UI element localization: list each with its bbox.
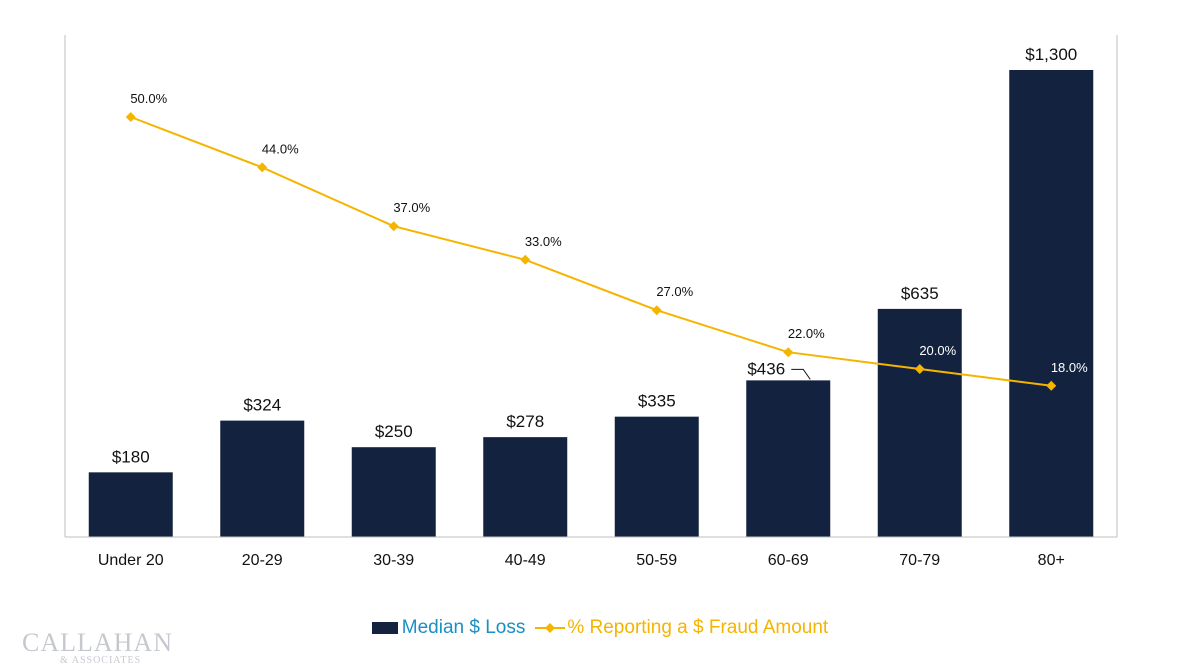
bar-6 (877, 308, 962, 537)
line-value-label-0: 50.0% (130, 91, 167, 106)
line-marker-6 (914, 364, 925, 374)
legend-item-line[interactable]: % Reporting a $ Fraud Amount (535, 617, 828, 639)
line-value-label-6: 20.0% (919, 343, 956, 358)
line-value-label-5: 22.0% (788, 326, 825, 341)
bar-3 (483, 437, 568, 537)
combo-chart: $180 $324 $250 $278 $335 $436 $635 $1,300 50.0% 4… (64, 35, 1118, 569)
bar-0 (88, 472, 173, 537)
line-marker-7 (1046, 380, 1057, 391)
brand-name: CALLAHAN (22, 628, 173, 657)
line-layer (125, 112, 1057, 391)
bar-label-leader-5 (791, 368, 811, 380)
line-value-label-2: 37.0% (393, 200, 430, 215)
x-tick-label-4: 50-59 (636, 552, 677, 569)
bar-1 (220, 420, 305, 537)
bar-2 (351, 447, 436, 537)
brand-sub: & ASSOCIATES (60, 655, 142, 666)
line-series-path (130, 116, 1052, 387)
x-tick-label-6: 70-79 (899, 552, 940, 569)
bar-value-label-5: $436 (747, 359, 785, 378)
x-tick-label-1: 20-29 (242, 552, 283, 569)
line-marker-1 (257, 162, 268, 173)
bar-7 (1009, 70, 1094, 537)
legend-line-swatch (535, 623, 566, 633)
legend-line-label: % Reporting a $ Fraud Amount (567, 617, 829, 638)
legend-bar-label: Median $ Loss (401, 617, 526, 638)
bar-5 (746, 380, 831, 537)
axis-layer (64, 35, 1118, 538)
line-marker-5 (783, 347, 794, 358)
bar-value-label-2: $250 (375, 422, 413, 441)
line-marker-2 (388, 221, 399, 232)
line-value-label-1: 44.0% (262, 141, 299, 156)
x-tick-label-5: 60-69 (768, 552, 809, 569)
bar-4 (614, 416, 699, 537)
line-marker-0 (125, 112, 136, 122)
x-tick-label-3: 40-49 (505, 552, 546, 569)
bar-value-label-1: $324 (243, 396, 281, 415)
bar-value-label-4: $335 (638, 392, 676, 411)
x-tick-label-7: 80+ (1038, 552, 1065, 569)
labels-layer: $180 $324 $250 $278 $335 $436 $635 $1,300 50.0% 4… (98, 45, 1088, 569)
line-value-label-7: 18.0% (1051, 360, 1088, 375)
line-value-label-4: 27.0% (656, 284, 693, 299)
legend: Median $ Loss % Reporting a $ Fraud Amou… (0, 617, 1200, 639)
x-tick-label-2: 30-39 (373, 552, 414, 569)
bar-value-label-6: $635 (901, 284, 939, 303)
line-value-label-3: 33.0% (525, 234, 562, 249)
legend-bar-swatch (371, 622, 398, 634)
bars-layer (88, 70, 1094, 537)
bar-value-label-3: $278 (506, 412, 544, 431)
bar-value-label-7: $1,300 (1025, 45, 1077, 64)
brand-logo: CALLAHAN & ASSOCIATES (22, 630, 173, 666)
line-marker-3 (520, 254, 531, 265)
line-marker-4 (651, 305, 662, 316)
x-tick-label-0: Under 20 (98, 552, 164, 569)
bar-value-label-0: $180 (112, 447, 150, 466)
legend-item-bar[interactable]: Median $ Loss (371, 617, 526, 639)
